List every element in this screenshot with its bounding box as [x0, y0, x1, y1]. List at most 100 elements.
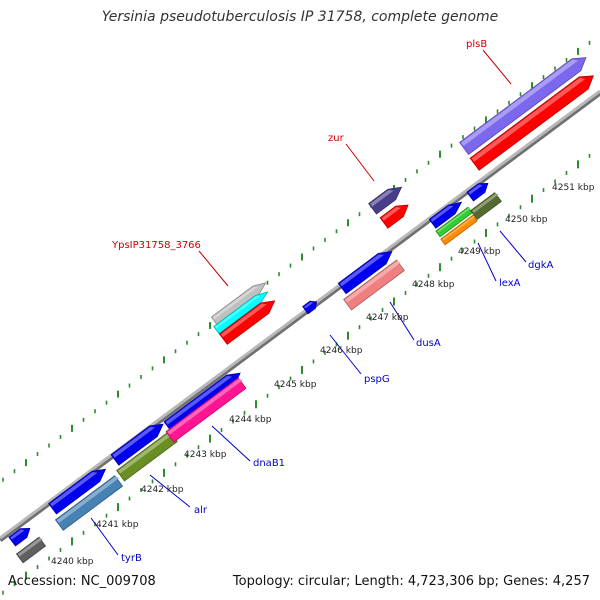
label-leader-line [211, 425, 251, 462]
label-leader-line [198, 250, 229, 287]
gene-feature-body [469, 75, 594, 171]
gene-feature[interactable] [210, 279, 268, 326]
gene-label-tyrb[interactable]: tyrB [121, 553, 142, 564]
gene-feature-highlight [17, 538, 43, 557]
gene-feature-highlight [165, 375, 233, 425]
label-leader-line [389, 301, 415, 341]
label-leader-line [482, 49, 512, 85]
gene-feature-highlight [472, 193, 499, 214]
gene-label-dgka[interactable]: dgkA [528, 260, 553, 271]
ruler-label: 4243 kbp [184, 450, 227, 460]
gene-features [8, 52, 598, 564]
gene-feature-body [54, 475, 124, 531]
gene-feature[interactable] [8, 524, 33, 547]
gene-feature[interactable] [15, 536, 47, 564]
label-leader-line [329, 334, 362, 375]
gene-feature-body [343, 259, 405, 311]
gene-label-dnab1[interactable]: dnaB1 [253, 458, 285, 469]
gene-feature-body [110, 423, 164, 466]
gene-feature[interactable] [48, 464, 110, 515]
gene-label-plsb[interactable]: plsB [466, 39, 487, 50]
label-leader-line [477, 242, 497, 282]
ruler-label: 4240 kbp [51, 557, 94, 567]
gene-feature-highlight [10, 529, 25, 540]
gene-feature[interactable] [213, 288, 271, 335]
accession-text: Accession: NC_009708 [8, 574, 156, 589]
ruler-label: 4251 kbp [552, 183, 595, 193]
gene-feature-body [337, 250, 393, 295]
ruler-label: 4247 kbp [366, 313, 409, 323]
ruler-label: 4248 kbp [412, 280, 455, 290]
map-title: Yersinia pseudotuberculosis IP 31758, co… [101, 9, 499, 25]
gene-feature-highlight [50, 472, 98, 507]
gene-feature-body [218, 300, 276, 345]
inner-ruler [2, 153, 591, 595]
gene-feature[interactable] [440, 214, 479, 246]
gene-feature-highlight [430, 205, 454, 222]
gene-feature-body [466, 183, 489, 202]
ruler-label: 4250 kbp [505, 215, 548, 225]
gene-feature-body [213, 291, 269, 335]
label-leader-line [149, 474, 191, 508]
genome-backbone [0, 89, 600, 540]
gene-labels: plsB zur YpsIP31758_3766 dgkA lexA dusA … [111, 39, 553, 564]
gene-feature[interactable] [470, 191, 503, 220]
label-leader-line [90, 517, 119, 556]
outer-ruler [2, 40, 591, 482]
gene-label-ypsip31758-3766[interactable]: YpsIP31758_3766 [111, 240, 201, 251]
genome-summary-text: Topology: circular; Length: 4,723,306 bp… [232, 574, 590, 589]
gene-feature[interactable] [379, 200, 412, 229]
gene-feature[interactable] [218, 296, 278, 345]
ruler-label: 4246 kbp [320, 346, 363, 356]
ruler-label: 4244 kbp [229, 415, 272, 425]
ruler-label: 4249 kbp [458, 247, 501, 257]
gene-feature-body [428, 201, 463, 229]
ruler-label: 4242 kbp [141, 485, 184, 495]
ruler-labels: 4240 kbp 4241 kbp 4242 kbp 4243 kbp 4244… [51, 183, 595, 567]
ruler-label: 4241 kbp [96, 520, 139, 530]
ruler-label: 4245 kbp [274, 380, 317, 390]
gene-feature-body [15, 536, 47, 564]
gene-feature-highlight [345, 260, 401, 303]
gene-feature-highlight [118, 431, 174, 474]
gene-feature[interactable] [428, 198, 464, 229]
gene-feature[interactable] [469, 70, 598, 171]
gene-feature[interactable] [343, 259, 406, 311]
gene-feature-highlight [167, 378, 243, 435]
gene-feature-body [368, 186, 403, 215]
gene-feature[interactable] [368, 182, 406, 215]
gene-feature-highlight [460, 59, 578, 147]
gene-feature-highlight [437, 208, 472, 233]
label-leader-line [345, 143, 375, 182]
gene-label-dusa[interactable]: dusA [416, 338, 441, 349]
gene-feature-body [379, 204, 409, 229]
gene-label-lexa[interactable]: lexA [499, 278, 521, 289]
genome-backbone-shadow [0, 90, 600, 543]
gene-feature-highlight [304, 301, 314, 309]
gene-feature[interactable] [110, 419, 167, 466]
gene-feature-highlight [215, 295, 261, 329]
gene-feature-highlight [471, 77, 586, 162]
gene-feature-body [210, 282, 267, 326]
gene-feature-body [8, 528, 31, 547]
gene-feature-highlight [381, 206, 401, 221]
gene-feature-body [459, 57, 587, 155]
gene-feature[interactable] [459, 52, 591, 155]
gene-feature-highlight [212, 286, 259, 320]
gene-feature-highlight [112, 426, 156, 458]
gene-feature-body [48, 468, 107, 515]
gene-feature[interactable] [466, 179, 491, 202]
gene-label-alr[interactable]: alr [194, 505, 208, 516]
label-leader-lines [90, 49, 527, 556]
gene-feature[interactable] [302, 298, 320, 315]
gene-feature[interactable] [337, 246, 395, 295]
gene-feature-highlight [370, 190, 394, 207]
gene-feature-highlight [468, 184, 483, 195]
gene-feature[interactable] [165, 377, 248, 443]
gene-feature[interactable] [54, 474, 124, 531]
label-leader-line [499, 230, 527, 263]
gene-feature-highlight [442, 216, 477, 241]
gene-label-zur[interactable]: zur [328, 133, 345, 144]
gene-feature-body [165, 377, 247, 443]
gene-label-pspg[interactable]: pspG [364, 374, 390, 385]
